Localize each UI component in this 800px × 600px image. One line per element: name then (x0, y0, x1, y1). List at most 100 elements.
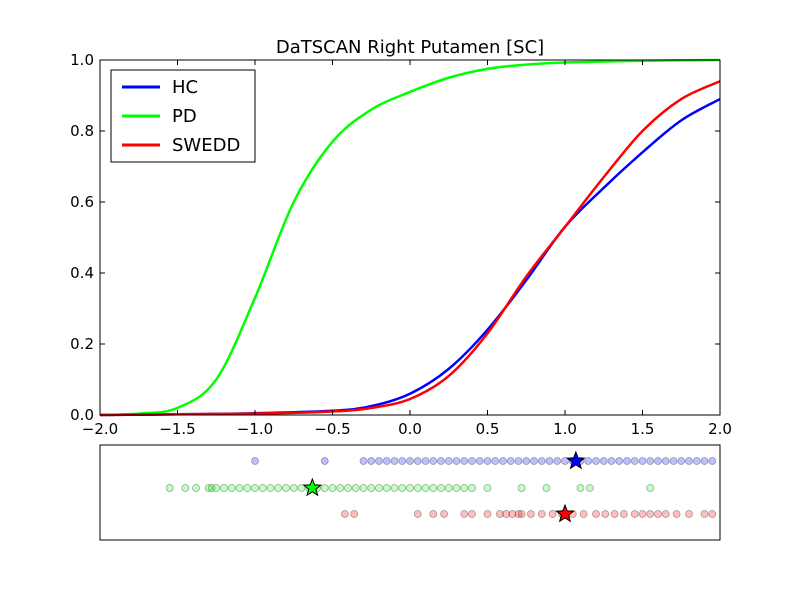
strip-point-hc (677, 457, 686, 465)
strip-point-pd (192, 484, 201, 492)
strip-point-swedd (483, 510, 492, 518)
strip-means (302, 450, 586, 523)
strip-point-swedd (508, 510, 517, 518)
strip-point-pd (207, 484, 216, 492)
strip-point-pd (444, 484, 453, 492)
strip-point-hc (251, 457, 259, 465)
strip-point-hc (599, 457, 608, 465)
strip-point-pd (413, 484, 422, 492)
strip-point-swedd (610, 510, 619, 518)
strip-point-swedd (672, 510, 681, 518)
strip-point-swedd (579, 510, 588, 518)
strip-point-hc (584, 457, 593, 465)
strip-point-hc (398, 457, 407, 465)
legend-label-swedd: SWEDD (172, 135, 240, 156)
x-tick-label: 0.5 (476, 420, 500, 438)
strip-point-hc (483, 457, 492, 465)
series-line-pd (99, 58, 721, 417)
strip-point-pd (282, 484, 290, 492)
strip-point-pd (359, 484, 368, 492)
strip-point-hc (413, 457, 422, 465)
strip-point-swedd (340, 510, 349, 518)
strip-point-swedd (502, 510, 511, 518)
strip-point-pd (429, 484, 438, 492)
strip-point-swedd (592, 510, 600, 518)
strip-point-hc (406, 457, 414, 465)
strip-point-hc (630, 457, 639, 465)
strip-point-hc (375, 457, 383, 465)
x-tick-label: −1.0 (237, 420, 273, 438)
strip-point-swedd (654, 510, 662, 518)
strip-point-pd (452, 484, 461, 492)
strip-point-hc (553, 457, 562, 465)
strip-point-swedd (527, 510, 535, 518)
strip-point-pd (251, 484, 259, 492)
strip-point-pd (328, 484, 337, 492)
y-tick-label: 1.0 (70, 51, 94, 69)
x-tick-label: −2.0 (82, 420, 118, 438)
strip-point-hc (522, 457, 531, 465)
strip-point-hc (390, 457, 399, 465)
strip-point-swedd (685, 510, 693, 518)
strip-point-pd (212, 484, 221, 492)
strip-point-hc (537, 457, 546, 465)
x-axis: −2.0 −1.5 −1.0 −0.5 0.0 0.5 1.0 1.5 2.0 (82, 60, 732, 438)
x-tick-label: 1.0 (553, 420, 577, 438)
y-tick-label: 0.8 (70, 122, 94, 140)
strip-point-pd (382, 484, 391, 492)
strip-mean-star-hc (565, 450, 586, 470)
x-tick-label: 2.0 (708, 420, 732, 438)
strip-point-pd (483, 484, 492, 492)
strip-point-pd (274, 484, 283, 492)
strip-point-pd (468, 484, 476, 492)
strip-point-swedd (413, 510, 422, 518)
strip-point-swedd (601, 510, 610, 518)
legend: HC PD SWEDD (110, 69, 256, 163)
strip-point-hc (460, 457, 469, 465)
strip-point-swedd (548, 510, 557, 518)
strip-point-hc (669, 457, 678, 465)
strip-point-pd (243, 484, 252, 492)
strip-point-hc (499, 457, 507, 465)
strip-mean-star-swedd (555, 503, 575, 523)
strip-point-hc (475, 457, 484, 465)
strip-point-pd (375, 484, 383, 492)
y-tick-label: 0.0 (70, 406, 94, 424)
strip-point-hc (514, 457, 523, 465)
strip-point-swedd (537, 510, 546, 518)
strip-points (165, 457, 717, 518)
strip-point-pd (297, 484, 306, 492)
strip-point-hc (444, 457, 453, 465)
strip-point-hc (382, 457, 391, 465)
strip-point-pd (165, 484, 174, 492)
strip-plot (99, 444, 721, 541)
legend-label-hc: HC (172, 77, 198, 98)
strip-point-pd (336, 484, 345, 492)
strip-point-swedd (429, 510, 438, 518)
strip-plot-frame (99, 444, 721, 541)
strip-point-swedd (468, 510, 476, 518)
strip-point-hc (638, 457, 647, 465)
strip-point-swedd (661, 510, 670, 518)
strip-point-hc (592, 457, 600, 465)
strip-point-pd (437, 484, 445, 492)
strip-point-swedd (350, 510, 359, 518)
y-tick-label: 0.4 (70, 264, 94, 282)
strip-point-pd (390, 484, 399, 492)
y-axis: 0.0 0.2 0.4 0.6 0.8 1.0 (70, 51, 720, 424)
strip-point-hc (359, 457, 368, 465)
strip-point-swedd (514, 510, 523, 518)
strip-point-hc (615, 457, 624, 465)
strip-point-hc (367, 457, 376, 465)
strip-point-swedd (708, 510, 717, 518)
strip-point-pd (421, 484, 430, 492)
strip-point-pd (320, 484, 329, 492)
strip-point-pd (367, 484, 376, 492)
strip-point-pd (181, 484, 190, 492)
strip-point-pd (204, 484, 213, 492)
strip-point-hc (708, 457, 717, 465)
strip-point-hc (429, 457, 438, 465)
strip-point-hc (685, 457, 693, 465)
strip-point-hc (506, 457, 515, 465)
